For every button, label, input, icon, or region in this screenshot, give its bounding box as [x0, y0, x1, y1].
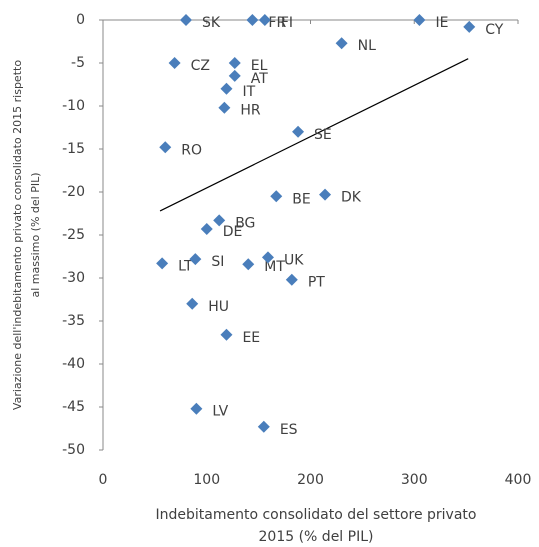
- point-label: FR: [268, 15, 286, 31]
- point-label: MT: [264, 259, 285, 275]
- x-tick-label: 400: [505, 472, 532, 488]
- point: [261, 251, 274, 264]
- point: [257, 420, 270, 433]
- point: [159, 141, 172, 154]
- point-label: FI: [281, 15, 293, 31]
- x-tick-label: 0: [99, 472, 108, 488]
- point-label: SE: [314, 127, 332, 143]
- point-label: CZ: [191, 58, 210, 74]
- y-tick-label: -10: [62, 98, 85, 114]
- point-label: DE: [223, 224, 243, 240]
- point-label: NL: [358, 38, 376, 54]
- point: [292, 125, 305, 138]
- point-label: CY: [485, 22, 504, 38]
- point: [463, 20, 476, 33]
- point-label: HU: [208, 299, 229, 315]
- point-label: IT: [242, 84, 255, 100]
- point-label: IE: [435, 15, 448, 31]
- x-tick-label: 200: [297, 472, 324, 488]
- point-label: DK: [341, 190, 362, 206]
- point-label: RO: [181, 142, 202, 158]
- point-label: HR: [240, 103, 261, 119]
- y-axis-title: Variazione dell'indebitamento privato co…: [11, 60, 24, 410]
- point: [319, 188, 332, 201]
- point: [180, 14, 192, 26]
- point: [242, 258, 255, 271]
- point: [186, 297, 199, 310]
- point: [218, 101, 231, 114]
- point: [213, 214, 226, 227]
- y-tick-label: -50: [62, 442, 85, 458]
- y-tick-label: 0: [76, 12, 85, 28]
- point-label: PT: [308, 275, 325, 291]
- point: [220, 82, 233, 95]
- point-label: SI: [211, 254, 224, 270]
- x-axis-title: 2015 (% del PIL): [259, 529, 374, 545]
- point: [156, 257, 169, 270]
- y-tick-label: -35: [62, 313, 85, 329]
- point: [190, 402, 203, 415]
- x-axis-title: Indebitamento consolidato del settore pr…: [156, 507, 477, 523]
- point: [258, 14, 271, 26]
- y-tick-label: -45: [62, 399, 85, 415]
- point: [200, 222, 213, 235]
- point-label: LT: [178, 258, 193, 274]
- y-tick-label: -5: [71, 55, 85, 71]
- y-tick-label: -25: [62, 227, 85, 243]
- point-label: UK: [284, 252, 304, 268]
- y-tick-label: -15: [62, 141, 85, 157]
- point-label: EL: [251, 58, 268, 74]
- point: [285, 273, 298, 286]
- y-tick-label: -40: [62, 356, 85, 372]
- point-label: ES: [280, 422, 298, 438]
- y-tick-label: -20: [62, 184, 85, 200]
- point: [246, 14, 259, 26]
- point: [220, 328, 233, 341]
- point: [189, 253, 202, 266]
- y-axis-title: al massimo (% del PIL): [29, 172, 42, 297]
- point: [168, 57, 181, 69]
- point-label: LV: [212, 404, 228, 420]
- point: [270, 190, 283, 203]
- point: [335, 37, 348, 50]
- y-tick-label: -30: [62, 270, 85, 286]
- trendline: [159, 58, 469, 212]
- point-label: AT: [251, 71, 268, 87]
- point-label: SK: [202, 15, 221, 31]
- x-tick-label: 300: [401, 472, 428, 488]
- point-label: BG: [235, 215, 255, 231]
- point: [413, 14, 426, 26]
- x-tick-label: 100: [193, 472, 220, 488]
- point-label: EE: [242, 330, 260, 346]
- point: [228, 57, 241, 69]
- point-label: BE: [292, 191, 310, 207]
- point: [228, 69, 241, 82]
